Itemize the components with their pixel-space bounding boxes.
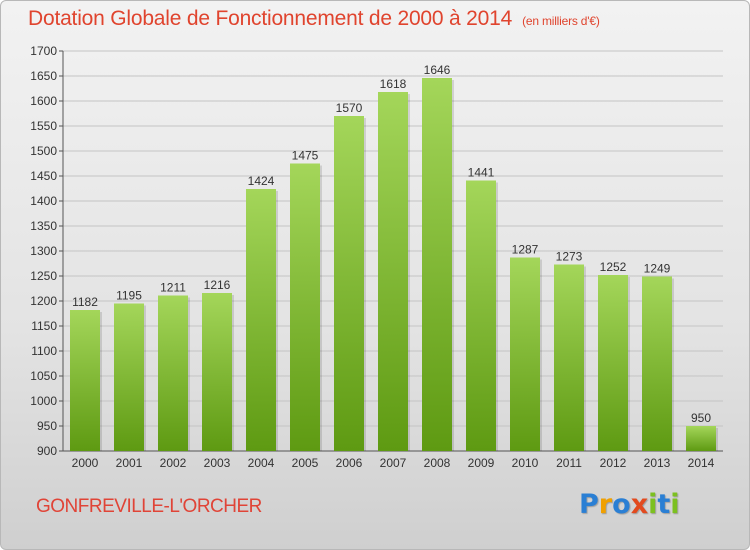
x-tick-label: 2014 bbox=[688, 456, 715, 470]
x-tick-label: 2013 bbox=[644, 456, 671, 470]
y-tick-label: 1000 bbox=[30, 394, 57, 408]
y-tick-label: 1400 bbox=[30, 194, 57, 208]
bar-2001 bbox=[114, 303, 144, 451]
logo-letter: P bbox=[579, 489, 599, 520]
y-tick-label: 1100 bbox=[31, 344, 57, 358]
bar-2006 bbox=[334, 116, 364, 451]
bar-value-label: 1646 bbox=[424, 63, 451, 77]
bar-value-label: 1287 bbox=[512, 243, 539, 257]
y-tick-label: 1300 bbox=[30, 244, 57, 258]
y-tick-label: 1200 bbox=[30, 294, 57, 308]
bar-value-label: 950 bbox=[691, 411, 711, 425]
x-tick-label: 2006 bbox=[336, 456, 363, 470]
bar-value-label: 1211 bbox=[160, 281, 186, 295]
bar-value-label: 1441 bbox=[468, 166, 495, 180]
y-tick-label: 1500 bbox=[30, 144, 57, 158]
y-tick-label: 950 bbox=[37, 419, 57, 433]
logo-letter: x bbox=[630, 489, 649, 520]
y-tick-label: 1450 bbox=[30, 169, 57, 183]
x-tick-label: 2011 bbox=[556, 456, 582, 470]
bar-2005 bbox=[290, 163, 320, 451]
bar-2013 bbox=[642, 276, 672, 451]
x-tick-label: 2012 bbox=[600, 456, 627, 470]
bar-2003 bbox=[202, 293, 232, 451]
bar-value-label: 1475 bbox=[292, 149, 319, 163]
y-tick-label: 1250 bbox=[30, 269, 57, 283]
bar-2011 bbox=[554, 264, 584, 451]
x-tick-label: 2003 bbox=[204, 456, 231, 470]
bar-2010 bbox=[510, 257, 540, 451]
bar-value-label: 1252 bbox=[600, 260, 627, 274]
bar-value-label: 1424 bbox=[248, 174, 275, 188]
bar-value-label: 1216 bbox=[204, 278, 231, 292]
logo-letter: r bbox=[598, 489, 613, 520]
bar-2004 bbox=[246, 189, 276, 451]
x-tick-label: 2010 bbox=[512, 456, 539, 470]
x-tick-label: 2008 bbox=[424, 456, 451, 470]
bar-value-label: 1182 bbox=[72, 295, 98, 309]
bar-value-label: 1273 bbox=[556, 250, 583, 264]
logo-letter: i bbox=[670, 489, 680, 520]
logo-letter: t bbox=[657, 489, 671, 520]
x-tick-label: 2005 bbox=[292, 456, 319, 470]
y-tick-label: 1550 bbox=[30, 119, 57, 133]
x-tick-label: 2001 bbox=[116, 456, 143, 470]
x-tick-label: 2009 bbox=[468, 456, 495, 470]
chart-title-text: Dotation Globale de Fonctionnement de 20… bbox=[28, 7, 513, 30]
bar-2002 bbox=[158, 295, 188, 451]
bar-value-label: 1249 bbox=[644, 262, 671, 276]
bar-value-label: 1618 bbox=[380, 77, 407, 91]
location-label: GONFREVILLE-L'ORCHER bbox=[36, 496, 262, 517]
bar-2012 bbox=[598, 275, 628, 451]
x-tick-label: 2002 bbox=[160, 456, 187, 470]
logo-letter: i bbox=[648, 489, 658, 520]
bar-2009 bbox=[466, 180, 496, 451]
y-tick-label: 1600 bbox=[30, 94, 57, 108]
bars: 1182 1195 1211 1216 1424 1475 1570 1618 1646 1441… bbox=[70, 63, 718, 451]
bar-2000 bbox=[70, 310, 100, 451]
y-tick-label: 1650 bbox=[30, 69, 57, 83]
x-tick-label: 2004 bbox=[248, 456, 275, 470]
bar-value-label: 1570 bbox=[336, 101, 363, 115]
bar-2007 bbox=[378, 92, 408, 451]
y-tick-label: 1350 bbox=[30, 219, 57, 233]
logo-letter: o bbox=[612, 489, 631, 520]
chart-title: Dotation Globale de Fonctionnement de 20… bbox=[28, 7, 600, 31]
y-tick-label: 1700 bbox=[30, 44, 57, 58]
x-tick-label: 2000 bbox=[72, 456, 99, 470]
bar-2008 bbox=[422, 78, 452, 451]
proxiti-logo: Proxiti bbox=[579, 489, 680, 520]
bar-2014 bbox=[686, 426, 716, 451]
y-tick-label: 1050 bbox=[30, 369, 57, 383]
bar-value-label: 1195 bbox=[116, 289, 142, 303]
y-tick-label: 1150 bbox=[31, 319, 57, 333]
x-tick-label: 2007 bbox=[380, 456, 407, 470]
y-tick-label: 900 bbox=[37, 444, 57, 458]
unit-label: (en milliers d'€) bbox=[522, 14, 600, 28]
axes: 900 950 1000 1050 1100 1150 1200 1250 1300 1350 14… bbox=[30, 44, 723, 470]
